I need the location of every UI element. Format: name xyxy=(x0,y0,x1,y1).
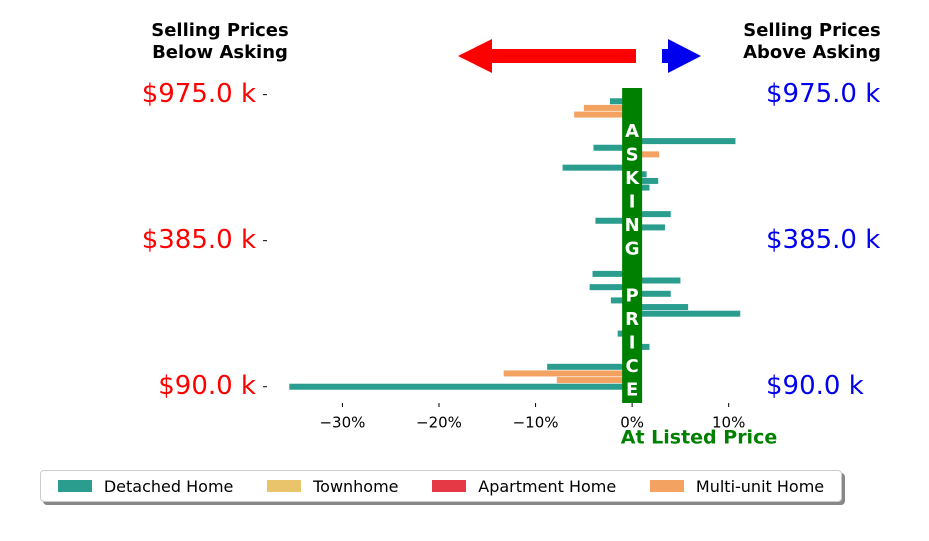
asking-band xyxy=(622,88,643,403)
bar xyxy=(592,270,633,277)
y2-tick-label: $90.0 k xyxy=(766,371,864,401)
x-tick-label: 0% xyxy=(620,414,644,432)
bar xyxy=(632,304,689,311)
bar xyxy=(632,290,671,297)
asking-label: ASKING PRICE xyxy=(622,121,643,403)
bar xyxy=(632,151,660,158)
legend-item: Apartment Home xyxy=(432,477,616,496)
right-note: Selling Prices Above Asking xyxy=(743,20,881,63)
y-tick-label: $385.0 k xyxy=(142,225,256,255)
bar xyxy=(595,217,633,224)
x-tick-label: −10% xyxy=(513,414,559,432)
legend-label: Multi-unit Home xyxy=(695,476,825,496)
x-tick-label: −20% xyxy=(416,414,462,432)
legend-item: Multi-unit Home xyxy=(649,476,825,496)
legend-swatch xyxy=(267,480,302,492)
legend-item: Detached Home xyxy=(57,476,234,496)
bar xyxy=(610,297,633,304)
x-tick-label: 10% xyxy=(712,414,745,432)
bar xyxy=(632,211,671,218)
bar xyxy=(547,363,633,370)
bar xyxy=(289,383,633,390)
legend-item: Townhome xyxy=(267,476,399,496)
bar xyxy=(562,164,633,171)
left-note: Selling Prices Below Asking xyxy=(151,20,289,63)
right-arrow xyxy=(662,39,701,73)
bar xyxy=(632,277,681,284)
legend-label: Apartment Home xyxy=(478,476,617,496)
legend-label: Townhome xyxy=(313,476,399,496)
y-tick-label: $90.0 k xyxy=(158,371,256,401)
legend-swatch xyxy=(57,480,92,492)
bar xyxy=(589,284,633,291)
bar xyxy=(632,177,659,184)
bar xyxy=(632,138,736,145)
bar xyxy=(593,144,633,151)
legend-swatch xyxy=(649,480,684,492)
bar xyxy=(574,111,633,118)
y-tick-label: $975.0 k xyxy=(142,79,256,109)
y2-tick-label: $385.0 k xyxy=(766,225,880,255)
bar xyxy=(583,104,633,111)
x-tick-label: −30% xyxy=(319,414,365,432)
x-axis-label: At Listed Price xyxy=(621,427,777,449)
legend-swatch xyxy=(432,480,467,492)
bar xyxy=(556,377,633,384)
y2-tick-label: $975.0 k xyxy=(766,79,880,109)
bar xyxy=(503,370,633,377)
bar xyxy=(632,310,741,317)
bar xyxy=(609,98,633,105)
bar xyxy=(632,224,665,231)
legend-label: Detached Home xyxy=(103,476,234,496)
left-arrow xyxy=(458,39,636,73)
legend: Detached Home Townhome Apartment Home Multi… xyxy=(40,470,842,502)
